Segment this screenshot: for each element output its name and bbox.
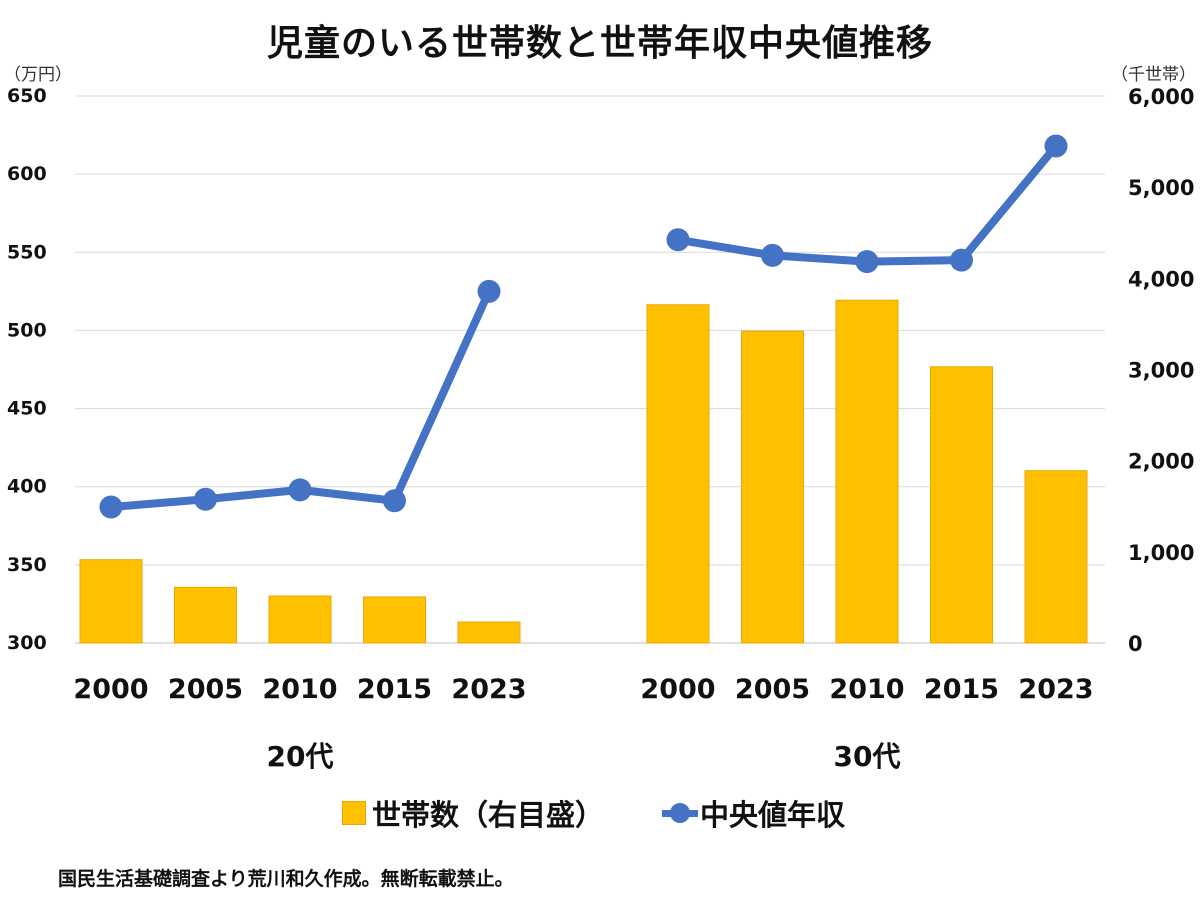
source-note: 国民生活基礎調査より荒川和久作成。無断転載禁止。: [58, 868, 514, 890]
x-tick-label: 2000: [640, 674, 715, 705]
x-tick-label: 2023: [1018, 674, 1093, 705]
line-point: [950, 248, 973, 272]
y-right-tick-label: 2,000: [1128, 450, 1194, 474]
bar-swatch-icon: [342, 801, 366, 825]
bar: [930, 366, 993, 644]
bar: [79, 559, 143, 644]
bar-series: [79, 299, 1088, 644]
y-left-tick-label: 350: [7, 554, 47, 576]
y-left-tick-label: 450: [7, 398, 47, 420]
x-tick-label: 2005: [735, 674, 810, 705]
line-point: [477, 279, 501, 303]
series-line: [674, 142, 1060, 266]
bar: [646, 304, 710, 644]
y-axis-ticks: 300 350 400 450 500 550 600 650 0 1,000 2,000 3,000…: [7, 85, 1194, 656]
y-left-tick-label: 500: [7, 319, 47, 341]
chart-title: 児童のいる世帯数と世帯年収中央値推移: [266, 23, 933, 64]
left-axis-unit: （万円）: [4, 65, 72, 85]
y-left-tick-label: 400: [7, 476, 47, 498]
y-right-tick-label: 1,000: [1128, 541, 1194, 565]
y-left-tick-label: 600: [7, 163, 47, 185]
y-left-tick-label: 650: [7, 85, 47, 107]
x-tick-label: 2000: [73, 674, 148, 705]
bar: [457, 621, 521, 644]
line-point: [666, 228, 690, 252]
bar: [363, 596, 426, 644]
group-label: 20代: [267, 740, 334, 773]
line-point: [1044, 134, 1068, 158]
x-axis-ticks: 2000 2005 2010 2015 2023 2000 2005 2010 2015 2023: [73, 674, 1093, 705]
line-point: [855, 250, 879, 274]
y-right-tick-label: 3,000: [1128, 359, 1194, 383]
x-tick-label: 2015: [357, 674, 432, 705]
line-series: [99, 134, 1068, 519]
line-marker-icon: [662, 802, 698, 824]
right-axis-unit: （千世帯）: [1111, 65, 1196, 85]
x-tick-label: 2015: [924, 674, 999, 705]
y-left-tick-label: 550: [7, 241, 47, 263]
y-left-tick-label: 300: [7, 632, 47, 654]
bar: [174, 586, 237, 644]
x-tick-label: 2010: [262, 674, 337, 705]
line-point: [383, 489, 406, 513]
line-point: [761, 243, 784, 267]
x-tick-label: 2005: [168, 674, 243, 705]
group-label: 30代: [834, 740, 901, 773]
line-point: [99, 495, 123, 519]
bar: [1024, 470, 1088, 644]
y-right-tick-label: 5,000: [1128, 176, 1194, 200]
legend-item-line: 中央値年収: [662, 792, 845, 834]
line-point: [288, 478, 312, 502]
legend-item-bar: 世帯数（右目盛）: [342, 792, 604, 834]
x-tick-label: 2010: [829, 674, 904, 705]
y-right-tick-label: 0: [1128, 632, 1143, 656]
bar: [268, 595, 332, 644]
y-right-tick-label: 6,000: [1128, 85, 1194, 109]
legend-label-bar: 世帯数（右目盛）: [372, 798, 605, 832]
line-point: [194, 487, 217, 511]
group-labels: 20代 30代: [267, 740, 901, 773]
y-right-tick-label: 4,000: [1128, 267, 1194, 291]
x-tick-label: 2023: [451, 674, 526, 705]
series-line: [107, 287, 493, 512]
legend-label-line: 中央値年収: [700, 798, 846, 832]
bar: [835, 299, 899, 644]
bar: [741, 330, 804, 644]
